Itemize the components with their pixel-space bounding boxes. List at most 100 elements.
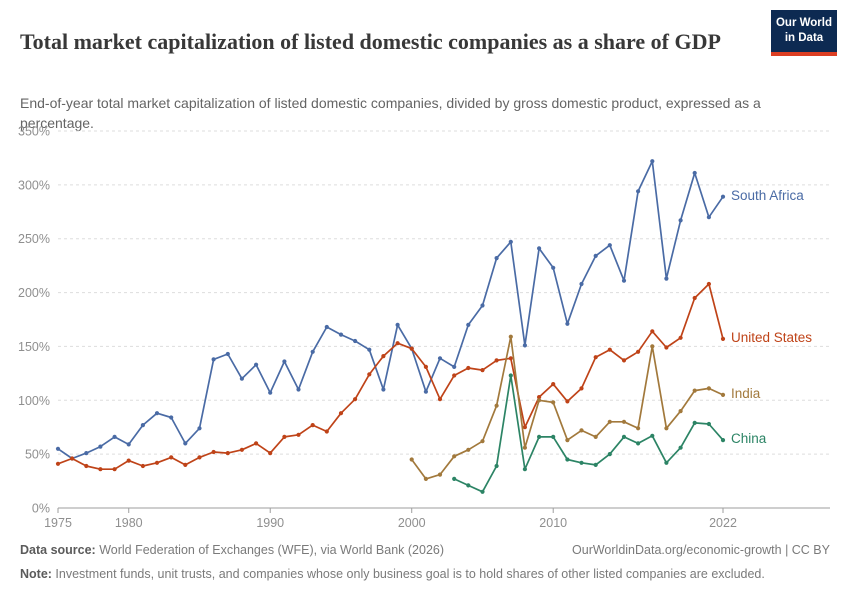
point-united-states-1984[interactable]	[183, 462, 188, 467]
point-united-states-1982[interactable]	[154, 460, 160, 465]
point-china-2007[interactable]	[508, 373, 513, 378]
point-united-states-1983[interactable]	[169, 455, 174, 460]
point-united-states-2018[interactable]	[664, 345, 669, 350]
point-united-states-1999[interactable]	[395, 341, 400, 346]
point-united-states-2022[interactable]	[720, 336, 726, 341]
point-india-2005[interactable]	[480, 439, 485, 444]
point-south-africa-2013[interactable]	[593, 253, 598, 258]
point-china-2005[interactable]	[480, 489, 485, 494]
point-south-africa-1998[interactable]	[381, 387, 386, 392]
point-south-africa-2001[interactable]	[423, 389, 428, 394]
point-south-africa-1999[interactable]	[395, 322, 400, 327]
point-south-africa-2017[interactable]	[650, 159, 655, 164]
point-south-africa-2011[interactable]	[565, 321, 570, 326]
line-united-states[interactable]	[57, 283, 724, 471]
point-united-states-2000[interactable]	[409, 346, 414, 351]
point-united-states-1990[interactable]	[268, 451, 273, 456]
point-south-africa-2020[interactable]	[692, 170, 697, 176]
point-china-2017[interactable]	[650, 433, 655, 438]
point-china-2009[interactable]	[537, 434, 542, 439]
point-united-states-1986[interactable]	[211, 449, 216, 455]
point-india-2009[interactable]	[537, 398, 542, 403]
point-south-africa-2012[interactable]	[579, 281, 584, 287]
point-india-2014[interactable]	[607, 419, 612, 424]
point-south-africa-1978[interactable]	[98, 444, 103, 449]
point-india-2022[interactable]	[720, 392, 726, 397]
point-united-states-2012[interactable]	[579, 386, 584, 391]
point-south-africa-2014[interactable]	[607, 243, 612, 248]
point-united-states-1985[interactable]	[197, 455, 202, 460]
point-south-africa-2002[interactable]	[437, 356, 443, 361]
point-china-2010[interactable]	[551, 434, 556, 439]
point-south-africa-2008[interactable]	[522, 343, 528, 348]
point-china-2014[interactable]	[607, 452, 612, 457]
point-united-states-2004[interactable]	[466, 365, 471, 371]
point-south-africa-2015[interactable]	[621, 278, 627, 283]
owid-logo[interactable]: Our World in Data	[771, 10, 837, 56]
point-united-states-1997[interactable]	[367, 372, 372, 377]
point-south-africa-1990[interactable]	[268, 390, 273, 395]
point-south-africa-1989[interactable]	[254, 362, 259, 367]
series-label-south-africa[interactable]: South Africa	[731, 187, 804, 203]
point-south-africa-1994[interactable]	[324, 324, 329, 330]
point-india-2021[interactable]	[706, 386, 712, 391]
point-india-2008[interactable]	[522, 445, 528, 450]
point-china-2022[interactable]	[720, 438, 726, 443]
point-south-africa-1992[interactable]	[296, 387, 301, 392]
point-south-africa-1977[interactable]	[84, 451, 89, 456]
point-south-africa-1986[interactable]	[211, 357, 216, 362]
point-india-2001[interactable]	[423, 476, 428, 481]
point-united-states-2008[interactable]	[522, 425, 528, 430]
point-united-states-1992[interactable]	[296, 432, 301, 437]
point-india-2004[interactable]	[466, 447, 471, 452]
point-south-africa-2004[interactable]	[466, 322, 471, 327]
point-south-africa-2019[interactable]	[678, 218, 683, 223]
point-united-states-2011[interactable]	[565, 399, 570, 404]
point-south-africa-1997[interactable]	[367, 347, 372, 352]
point-china-2021[interactable]	[706, 421, 712, 427]
point-united-states-2006[interactable]	[494, 358, 499, 363]
point-united-states-2014[interactable]	[607, 347, 612, 352]
point-united-states-1987[interactable]	[225, 451, 230, 456]
point-united-states-1998[interactable]	[381, 354, 386, 359]
series-label-india[interactable]: India	[731, 385, 761, 401]
point-india-2000[interactable]	[409, 457, 414, 462]
point-south-africa-1979[interactable]	[112, 434, 117, 439]
point-united-states-1975[interactable]	[55, 461, 61, 466]
point-united-states-2009[interactable]	[537, 395, 542, 400]
point-united-states-2019[interactable]	[678, 335, 683, 340]
point-china-2003[interactable]	[452, 476, 457, 481]
line-south-africa[interactable]	[57, 160, 724, 460]
point-united-states-1977[interactable]	[84, 463, 89, 469]
point-south-africa-1991[interactable]	[282, 359, 287, 364]
point-india-2003[interactable]	[452, 454, 457, 459]
point-china-2015[interactable]	[621, 434, 627, 439]
point-south-africa-1996[interactable]	[353, 338, 358, 344]
point-united-states-2013[interactable]	[593, 355, 598, 360]
point-india-2018[interactable]	[664, 426, 669, 431]
point-south-africa-2009[interactable]	[537, 246, 542, 251]
point-united-states-2016[interactable]	[636, 349, 641, 354]
point-china-2020[interactable]	[692, 420, 697, 425]
point-united-states-1988[interactable]	[239, 447, 244, 452]
point-china-2019[interactable]	[678, 445, 683, 450]
point-united-states-1993[interactable]	[310, 423, 315, 428]
point-china-2011[interactable]	[565, 457, 570, 462]
point-south-africa-2022[interactable]	[720, 194, 726, 199]
owid-cc-link[interactable]: OurWorldinData.org/economic-growth | CC …	[572, 543, 830, 557]
point-united-states-1991[interactable]	[282, 434, 287, 439]
point-china-2016[interactable]	[636, 441, 641, 446]
point-india-2002[interactable]	[437, 472, 443, 477]
point-united-states-1996[interactable]	[353, 397, 358, 402]
point-united-states-2002[interactable]	[437, 397, 443, 402]
point-south-africa-2010[interactable]	[551, 265, 556, 270]
point-south-africa-1975[interactable]	[55, 446, 61, 451]
point-india-2010[interactable]	[551, 400, 556, 405]
point-united-states-2005[interactable]	[480, 368, 485, 373]
point-india-2019[interactable]	[678, 409, 683, 414]
point-united-states-2001[interactable]	[423, 364, 428, 369]
point-india-2013[interactable]	[593, 434, 598, 439]
point-south-africa-1982[interactable]	[154, 411, 160, 416]
point-south-africa-2018[interactable]	[664, 276, 669, 281]
